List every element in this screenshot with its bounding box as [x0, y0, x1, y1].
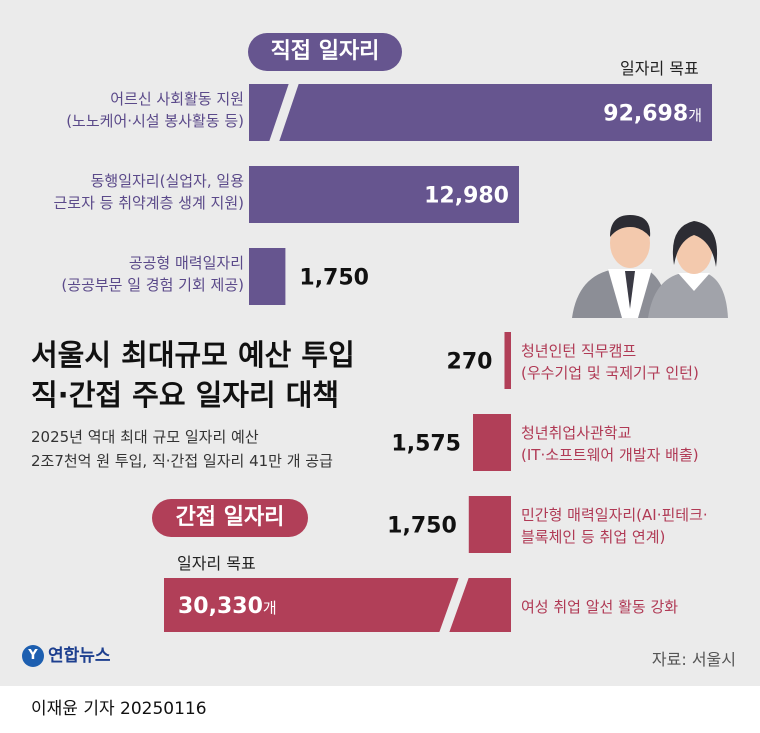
- direct-value-label-1: 92,698개: [603, 102, 702, 127]
- indirect-label-4: 여성 취업 알선 활동 강화: [521, 598, 679, 616]
- direct-label-1: 어르신 사회활동 지원 (노노케어·시설 봉사활동 등): [66, 90, 244, 130]
- direct-target-label: 일자리 목표: [620, 59, 699, 78]
- direct-bar-2: [249, 166, 519, 223]
- direct-jobs-pill: 직접 일자리: [248, 33, 402, 71]
- direct-value-label-3: 1,750: [299, 266, 369, 291]
- byline: 이재윤 기자 20250116: [31, 699, 207, 719]
- direct-bar-1: [249, 84, 712, 141]
- yonhap-logo-icon: Y: [22, 645, 44, 667]
- indirect-label-2: 청년취업사관학교 (IT·소프트웨어 개발자 배출): [521, 424, 699, 464]
- yonhap-logo: Y 연합뉴스: [22, 641, 111, 667]
- indirect-value-label-4: 30,330개: [178, 594, 277, 619]
- subtitle-line-2: 2조7천억 원 투입, 직·간접 일자리 41만 개 공급: [31, 452, 333, 470]
- source-text: 자료: 서울시: [651, 650, 736, 669]
- indirect-value-label-1: 270: [447, 350, 493, 375]
- bar-chart: 92,698개 12,980 1,750 270 1,575 1,750 30,330개: [164, 83, 712, 633]
- indirect-value-label-2: 1,575: [391, 432, 461, 457]
- direct-value-label-2: 12,980: [424, 184, 509, 209]
- office-workers-icon: [572, 215, 728, 318]
- indirect-bar-3: [468, 496, 511, 553]
- indirect-bar-1: [504, 332, 511, 389]
- direct-axis-break: [269, 83, 299, 142]
- direct-label-2: 동행일자리(실업자, 일용 근로자 등 취약계층 생계 지원): [53, 172, 244, 212]
- indirect-target-label: 일자리 목표: [177, 554, 256, 573]
- indirect-value-label-3: 1,750: [387, 514, 457, 539]
- subtitle-line-1: 2025년 역대 최대 규모 일자리 예산: [31, 428, 259, 446]
- direct-label-3: 공공형 매력일자리 (공공부문 일 경험 기회 제공): [61, 254, 244, 294]
- indirect-label-3: 민간형 매력일자리(AI·핀테크· 블록체인 등 취업 연계): [521, 506, 708, 546]
- direct-bar-3: [249, 248, 286, 305]
- indirect-bar-2: [473, 414, 511, 471]
- indirect-jobs-pill: 간접 일자리: [152, 499, 308, 537]
- indirect-axis-break: [439, 577, 469, 633]
- indirect-label-1: 청년인턴 직무캠프 (우수기업 및 국제기구 인턴): [521, 342, 699, 382]
- headline-line-1: 서울시 최대규모 예산 투입: [31, 338, 355, 372]
- headline-line-2: 직·간접 주요 일자리 대책: [31, 378, 340, 412]
